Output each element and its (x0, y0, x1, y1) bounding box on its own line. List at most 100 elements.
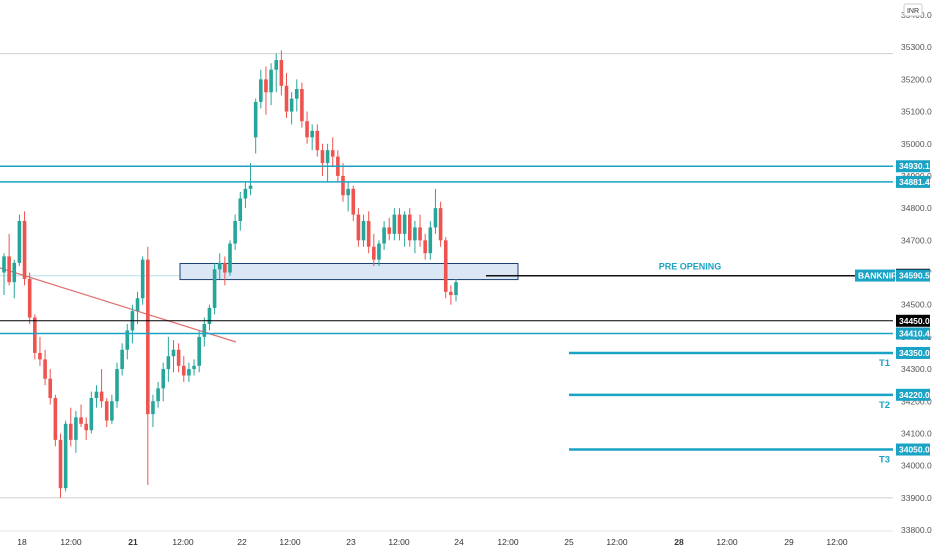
y-tick-label: 34200.00 (901, 396, 932, 406)
price-badge-text: 34050.00 (899, 445, 932, 455)
candle-body (443, 240, 448, 292)
candle-body (38, 352, 42, 360)
price-badges: 34930.1034881.4034593.0034450.0034410.40… (855, 160, 932, 456)
price-badge-text: 34410.40 (899, 329, 932, 339)
candle-body (12, 262, 17, 283)
price-badge (896, 175, 930, 188)
candle-body (151, 401, 155, 415)
candle-body (289, 98, 294, 112)
currency-label[interactable]: INR (903, 3, 923, 17)
x-tick-label: 12:00 (826, 537, 848, 547)
y-tick-label: 35200.00 (901, 74, 932, 84)
y-tick-label: 33900.00 (901, 493, 932, 503)
symbol-badge (855, 269, 895, 282)
candle-body (156, 388, 160, 402)
candle-body (361, 221, 366, 241)
candle-body (413, 227, 417, 241)
x-tick-label: 23 (346, 537, 356, 547)
candle-body (146, 259, 150, 415)
candle-body (325, 150, 330, 164)
candle-body (192, 365, 196, 370)
price-badge (896, 443, 930, 456)
support-zone-box[interactable] (179, 262, 519, 281)
last-price-badge (896, 269, 930, 282)
candle-body (397, 214, 402, 234)
candle-body (433, 208, 438, 228)
candle-body (79, 417, 83, 424)
trendline[interactable] (0, 267, 237, 343)
y-tick-label: 34500.00 (901, 300, 932, 310)
candle-body (68, 423, 73, 440)
price-badge-text: 34930.10 (899, 161, 932, 171)
candle-body (53, 398, 58, 440)
target-label: T3 (879, 455, 890, 466)
candle-body (438, 208, 443, 241)
candle-body (243, 188, 248, 199)
x-tick-label: 12:00 (172, 537, 194, 547)
candle-body (104, 401, 109, 421)
candle-body (315, 130, 320, 151)
candle-body (181, 365, 186, 376)
candle-body (166, 356, 171, 370)
x-tick-label: 12:00 (497, 537, 519, 547)
y-tick-label: 34800.00 (901, 203, 932, 213)
level-lines[interactable]: T1 T2 T3 PRE OPENING (0, 165, 893, 466)
candle-body (33, 317, 37, 353)
candle-body (125, 330, 130, 350)
candle-body (48, 378, 53, 399)
candle-body (423, 240, 427, 254)
price-badge-text: 34450.00 (899, 316, 932, 326)
candle-body (402, 214, 407, 234)
candle-body (253, 101, 258, 138)
x-tick-label: 25 (564, 537, 574, 547)
x-tick-label: 29 (784, 537, 794, 547)
candle-body (89, 398, 94, 431)
candle-body (223, 262, 227, 273)
candle-body (387, 227, 392, 234)
candle-body (94, 391, 99, 399)
candle-body (284, 85, 289, 112)
y-tick-label: 35300.00 (901, 42, 932, 52)
x-tick-label: 28 (674, 537, 684, 547)
candle-body (294, 89, 299, 99)
candle-body (233, 221, 237, 244)
x-tick-label: 12:00 (388, 537, 410, 547)
price-badge (896, 346, 930, 359)
candle-body (259, 79, 263, 102)
x-tick-label: 22 (237, 537, 247, 547)
pre-opening-label: PRE OPENING (659, 262, 722, 272)
candle-body (17, 221, 22, 263)
candle-body (115, 369, 119, 402)
support-zone[interactable] (179, 262, 519, 281)
candle-body (187, 369, 191, 376)
candle-body (356, 214, 361, 241)
target-label: T2 (879, 400, 890, 411)
candle-body (238, 198, 243, 221)
descending-trendline[interactable] (0, 267, 237, 343)
y-tick-label: 34100.00 (901, 428, 932, 438)
y-tick-label: 34300.00 (901, 364, 932, 374)
x-tick-label: 12:00 (606, 537, 628, 547)
candle-body (320, 150, 325, 164)
currency-text: INR (907, 8, 919, 15)
price-badge (896, 314, 930, 327)
price-badge-text: 34220.00 (899, 390, 932, 400)
candle-body (248, 185, 253, 189)
candle-body (228, 243, 232, 273)
y-tick-label: 34700.00 (901, 235, 932, 245)
candle-body (2, 256, 6, 273)
candle-body (217, 262, 222, 270)
time-axis[interactable]: 18 12:00 21 12:00 22 12:00 23 12:00 24 12:00 25 12:… (0, 530, 893, 547)
y-tick-label: 35000.00 (901, 139, 932, 149)
symbol-badge-text: BANKNIFTY (858, 271, 907, 281)
candle-body (351, 188, 356, 215)
candle-body (84, 423, 88, 431)
x-tick-label: 18 (17, 537, 27, 547)
candle-body (22, 221, 27, 279)
candle-body (407, 214, 412, 241)
candle-body (171, 349, 176, 357)
candle-body (269, 69, 273, 93)
last-price-badge-text: 34590.50 (899, 271, 932, 281)
candle-body (7, 256, 11, 283)
